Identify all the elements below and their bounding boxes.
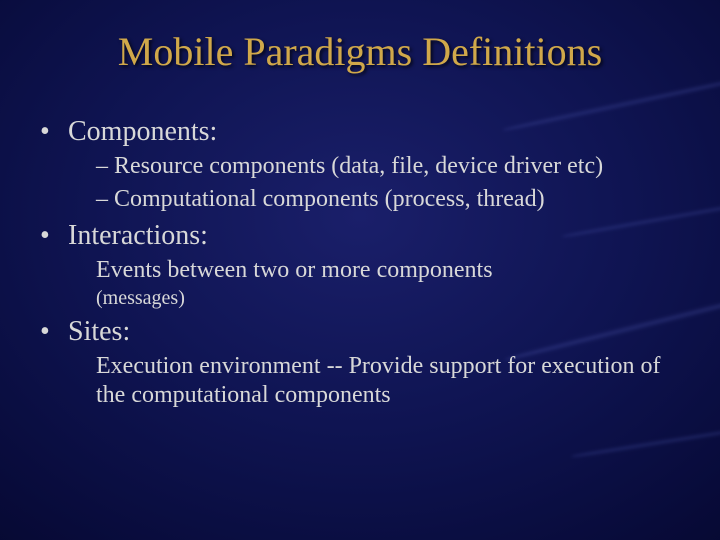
bullet-label: Interactions: xyxy=(68,220,208,252)
slide-title: Mobile Paradigms Definitions xyxy=(0,28,720,75)
slide-body: • Components: – Resource components (dat… xyxy=(40,110,690,410)
bullet-dot-icon: • xyxy=(40,220,68,252)
dash-icon: – xyxy=(96,152,114,181)
dash-icon: – xyxy=(96,185,114,214)
sub-text: Events between two or more components xyxy=(96,256,690,285)
bullet-components: • Components: xyxy=(40,116,690,148)
sub-bullet: – Resource components (data, file, devic… xyxy=(96,152,690,181)
bullet-dot-icon: • xyxy=(40,316,68,348)
bullet-interactions: • Interactions: xyxy=(40,220,690,252)
slide: Mobile Paradigms Definitions • Component… xyxy=(0,0,720,540)
sub-bullet: – Computational components (process, thr… xyxy=(96,185,690,214)
bullet-sites: • Sites: xyxy=(40,316,690,348)
sub-text-note: (messages) xyxy=(96,286,690,310)
bullet-label: Sites: xyxy=(68,316,130,348)
sub-text: Execution environment -- Provide support… xyxy=(96,352,690,410)
bullet-label: Components: xyxy=(68,116,217,148)
bullet-dot-icon: • xyxy=(40,116,68,148)
sub-bullet-text: Computational components (process, threa… xyxy=(114,185,545,214)
sub-bullet-text: Resource components (data, file, device … xyxy=(114,152,603,181)
bg-streak xyxy=(571,426,720,459)
